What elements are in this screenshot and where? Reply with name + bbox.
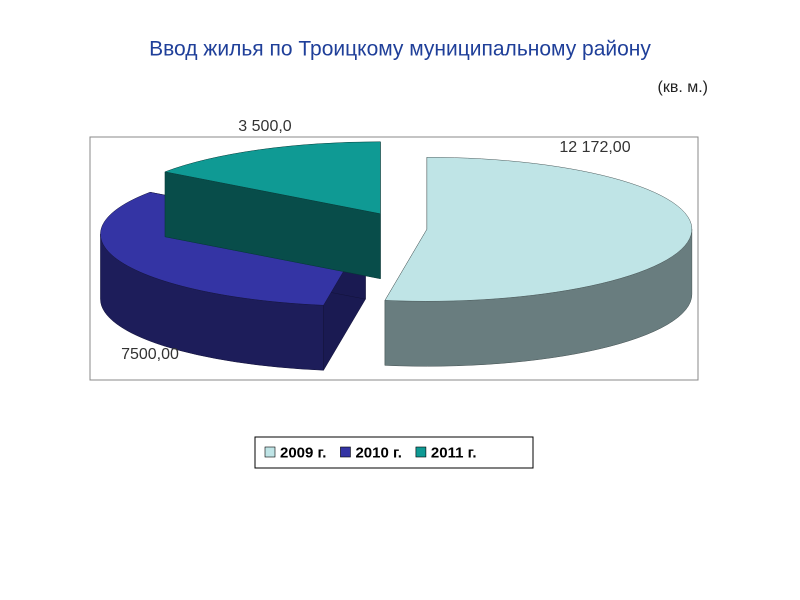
legend-label: 2010 г. xyxy=(355,444,401,461)
legend-swatch xyxy=(264,446,276,458)
plot-area xyxy=(89,136,699,381)
legend-label: 2009 г. xyxy=(280,444,326,461)
legend-box xyxy=(254,436,534,469)
data-label: 3 500,0 xyxy=(238,118,291,135)
data-label: 12 172,00 xyxy=(559,139,630,156)
slice-top xyxy=(164,141,381,215)
pie-slice xyxy=(384,157,693,367)
chart-subtitle: (кв. м.) xyxy=(658,79,709,96)
data-label: 7500,00 xyxy=(121,346,179,363)
legend-label: 2011 г. xyxy=(431,444,477,461)
chart-title: Ввод жилья по Троицкому муниципальному р… xyxy=(149,38,651,61)
slice-top xyxy=(384,157,693,302)
pie-slice xyxy=(164,141,381,280)
legend-swatch xyxy=(340,446,351,458)
legend-swatch xyxy=(415,446,427,458)
